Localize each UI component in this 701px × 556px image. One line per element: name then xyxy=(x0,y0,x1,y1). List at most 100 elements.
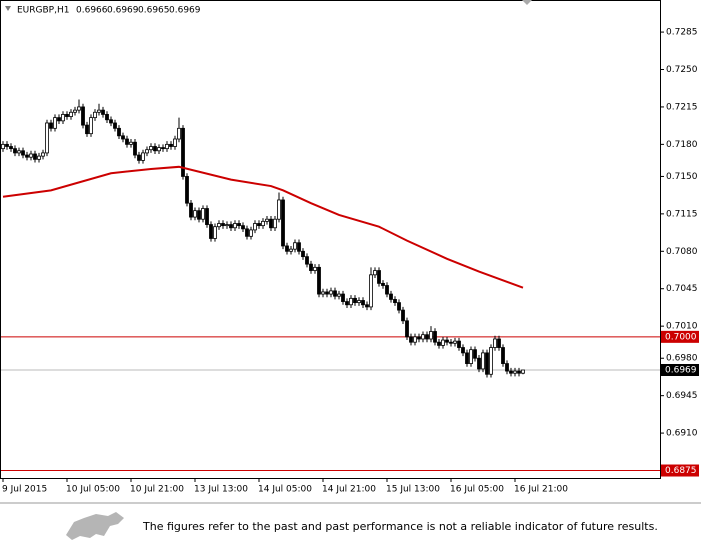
candle-body xyxy=(113,122,117,129)
candle-body xyxy=(333,290,337,297)
candle-body xyxy=(389,293,393,300)
ohlc-low: 0.6965 xyxy=(138,6,170,16)
disclaimer: The figures refer to the past and past p… xyxy=(142,520,658,533)
candle-body xyxy=(481,352,485,370)
candle-body xyxy=(505,363,509,372)
candle-body xyxy=(465,352,469,364)
candle-body xyxy=(293,242,297,250)
y-tick-label: 0.7180 xyxy=(666,140,698,150)
candle-body xyxy=(1,143,5,150)
candle-body xyxy=(297,242,301,252)
x-tick-label: 14 Jul 21:00 xyxy=(322,485,376,495)
plot-frame xyxy=(0,0,661,479)
candle-body xyxy=(433,331,437,343)
candle-body xyxy=(301,250,305,258)
candle-body xyxy=(101,109,105,115)
candle-body xyxy=(409,336,413,343)
candle-body xyxy=(133,141,137,156)
moving-average xyxy=(2,165,524,289)
candle-body xyxy=(233,223,237,229)
candle-body xyxy=(325,291,329,295)
candle-body xyxy=(165,143,169,150)
y-tick-label: 0.7285 xyxy=(666,28,698,38)
x-tick-label: 10 Jul 21:00 xyxy=(130,485,184,495)
candle-body xyxy=(349,297,353,306)
price-level-label: 0.7000 xyxy=(665,332,697,342)
candle-body xyxy=(449,341,453,344)
candle-body xyxy=(149,146,153,151)
candle-body xyxy=(425,334,429,340)
candle-body xyxy=(213,226,217,239)
candle-body xyxy=(53,117,57,129)
candle-body xyxy=(397,302,401,311)
candle-body xyxy=(229,224,233,229)
y-tick-label: 0.6945 xyxy=(666,391,698,401)
candle-body xyxy=(13,148,17,154)
candle-body xyxy=(241,225,245,230)
candle-body xyxy=(365,304,369,308)
candle-body xyxy=(81,106,85,126)
candle-body xyxy=(513,370,517,374)
candle-body xyxy=(49,122,53,129)
candle-body xyxy=(405,320,409,338)
candle-body xyxy=(497,338,501,348)
candle-body xyxy=(353,297,357,304)
candle-body xyxy=(21,150,25,156)
x-tick-label: 16 Jul 21:00 xyxy=(514,485,568,495)
candle-body xyxy=(485,352,489,375)
candle-body xyxy=(161,147,165,150)
candle-body xyxy=(169,143,173,147)
candle-body xyxy=(57,117,61,122)
candle-body xyxy=(157,147,161,152)
ohlc-close: 0.6969 xyxy=(169,6,201,16)
candle-body xyxy=(45,122,49,154)
candle-body xyxy=(137,154,141,161)
y-tick-label: 0.7010 xyxy=(666,322,698,332)
candle-body xyxy=(109,119,113,124)
candle-body xyxy=(73,109,77,113)
candle-body xyxy=(261,220,265,227)
candle-body xyxy=(265,218,269,222)
candle-body xyxy=(517,370,521,374)
candle-body xyxy=(401,309,405,322)
candle-body xyxy=(385,285,389,295)
candle-body xyxy=(489,347,493,375)
candle-body xyxy=(65,114,69,117)
candle-body xyxy=(249,229,253,237)
y-tick-label: 0.7045 xyxy=(666,284,698,294)
candle-body xyxy=(85,124,89,135)
ohlc-high: 0.6969 xyxy=(107,6,139,16)
candle-body xyxy=(457,340,461,348)
candle-body xyxy=(41,152,45,157)
ohlc-open: 0.6966 xyxy=(76,6,108,16)
candle-body xyxy=(17,150,21,154)
candle-body xyxy=(209,224,213,239)
candle-body xyxy=(345,301,349,306)
candle-body xyxy=(281,199,285,247)
candle-body xyxy=(461,347,465,354)
candle-body xyxy=(105,114,109,121)
candle-body xyxy=(437,341,441,346)
candle-body xyxy=(189,202,193,218)
x-tick-label: 15 Jul 13:00 xyxy=(386,485,440,495)
candle-body xyxy=(361,300,365,306)
candle-body xyxy=(289,248,293,252)
candle-body xyxy=(373,270,377,276)
candle-body xyxy=(117,127,121,137)
candle-body xyxy=(509,370,513,374)
candle-body xyxy=(205,208,209,225)
candle-body xyxy=(129,141,133,145)
candle-body xyxy=(341,293,345,302)
candle-body xyxy=(269,218,273,229)
x-tick-label: 13 Jul 13:00 xyxy=(194,485,248,495)
candle-body xyxy=(37,155,41,160)
candle-body xyxy=(121,135,125,140)
price-level-box xyxy=(661,330,699,343)
candle-body xyxy=(177,127,181,140)
symbol-icon xyxy=(5,6,11,11)
shift-marker xyxy=(522,0,532,5)
price-level-label: 0.6875 xyxy=(665,466,697,476)
y-tick-label: 0.7250 xyxy=(666,65,698,75)
